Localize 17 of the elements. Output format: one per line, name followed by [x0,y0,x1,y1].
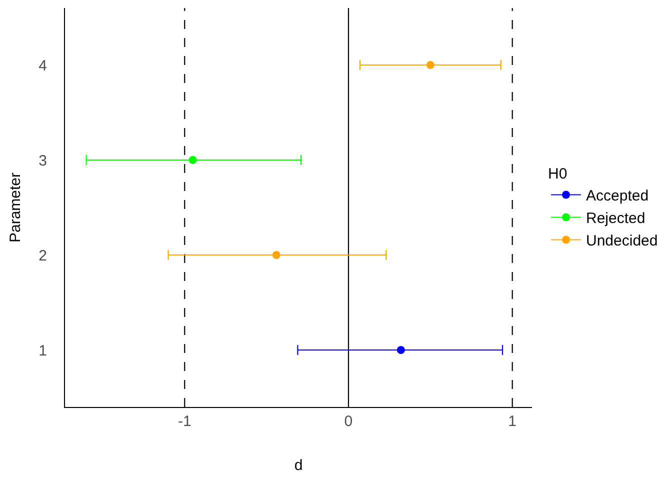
legend-label: Rejected [586,210,646,228]
y-tick-label: 4 [38,57,47,74]
point [396,346,405,354]
y-tick-label: 3 [38,152,47,170]
y-axis-title: Parameter [6,172,24,243]
x-tick-label: -1 [178,413,192,430]
y-tick-label: 1 [38,342,47,360]
x-tick-label: 0 [344,413,353,430]
legend-label: Undecided [586,232,658,250]
x-axis-title: d [294,457,303,474]
legend-title: H0 [548,166,568,182]
point [188,156,197,164]
x-tick-label: 1 [508,413,517,430]
point [426,61,434,69]
y-tick-label: 2 [38,247,47,264]
legend-label: Accepted [586,188,649,205]
point [272,251,280,259]
